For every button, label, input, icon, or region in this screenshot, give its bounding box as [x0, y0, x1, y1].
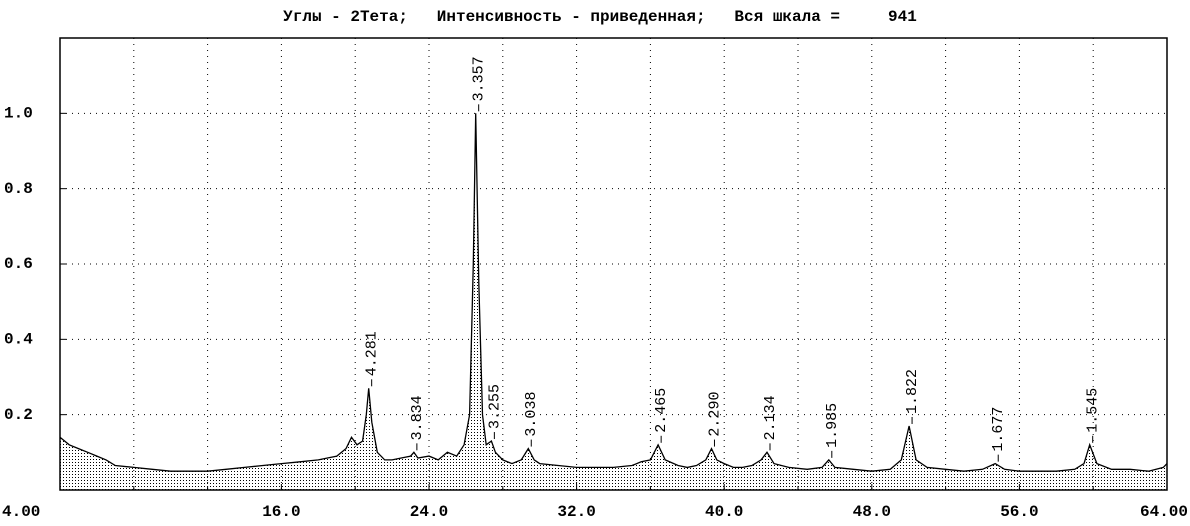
x-tick-label: 56.0 [1000, 503, 1038, 521]
y-tick-label: 0.2 [4, 406, 33, 424]
peak-label: 3.255 [486, 384, 503, 429]
x-tick-label: 16.0 [262, 503, 300, 521]
peak-label: 2.134 [762, 395, 779, 440]
x-tick-label: 4.00 [2, 503, 40, 521]
peak-label: 3.357 [471, 56, 488, 101]
x-tick-label: 64.00 [1140, 503, 1188, 521]
x-tick-label: 32.0 [557, 503, 595, 521]
x-tick-label: 48.0 [853, 503, 891, 521]
y-tick-label: 0.6 [4, 255, 33, 273]
peak-label: 1.822 [904, 369, 921, 414]
peak-label: 3.834 [409, 395, 426, 440]
y-tick-label: 0.4 [4, 331, 33, 349]
y-tick-label: 1.0 [4, 105, 33, 123]
peak-label: 2.465 [653, 388, 670, 433]
peak-label: 3.038 [523, 392, 540, 437]
peak-label: 4.281 [364, 331, 381, 376]
chart-title: Углы - 2Тета; Интенсивность - приведенна… [283, 8, 917, 26]
diffraction-line [59, 113, 1168, 472]
y-tick-label: 0.8 [4, 180, 33, 198]
x-tick-label: 24.0 [410, 503, 448, 521]
peak-label: 1.985 [824, 403, 841, 448]
x-tick-label: 40.0 [705, 503, 743, 521]
peak-label: 2.290 [706, 392, 723, 437]
peak-label: 1.677 [990, 407, 1007, 452]
peak-label: 1.545 [1085, 388, 1102, 433]
